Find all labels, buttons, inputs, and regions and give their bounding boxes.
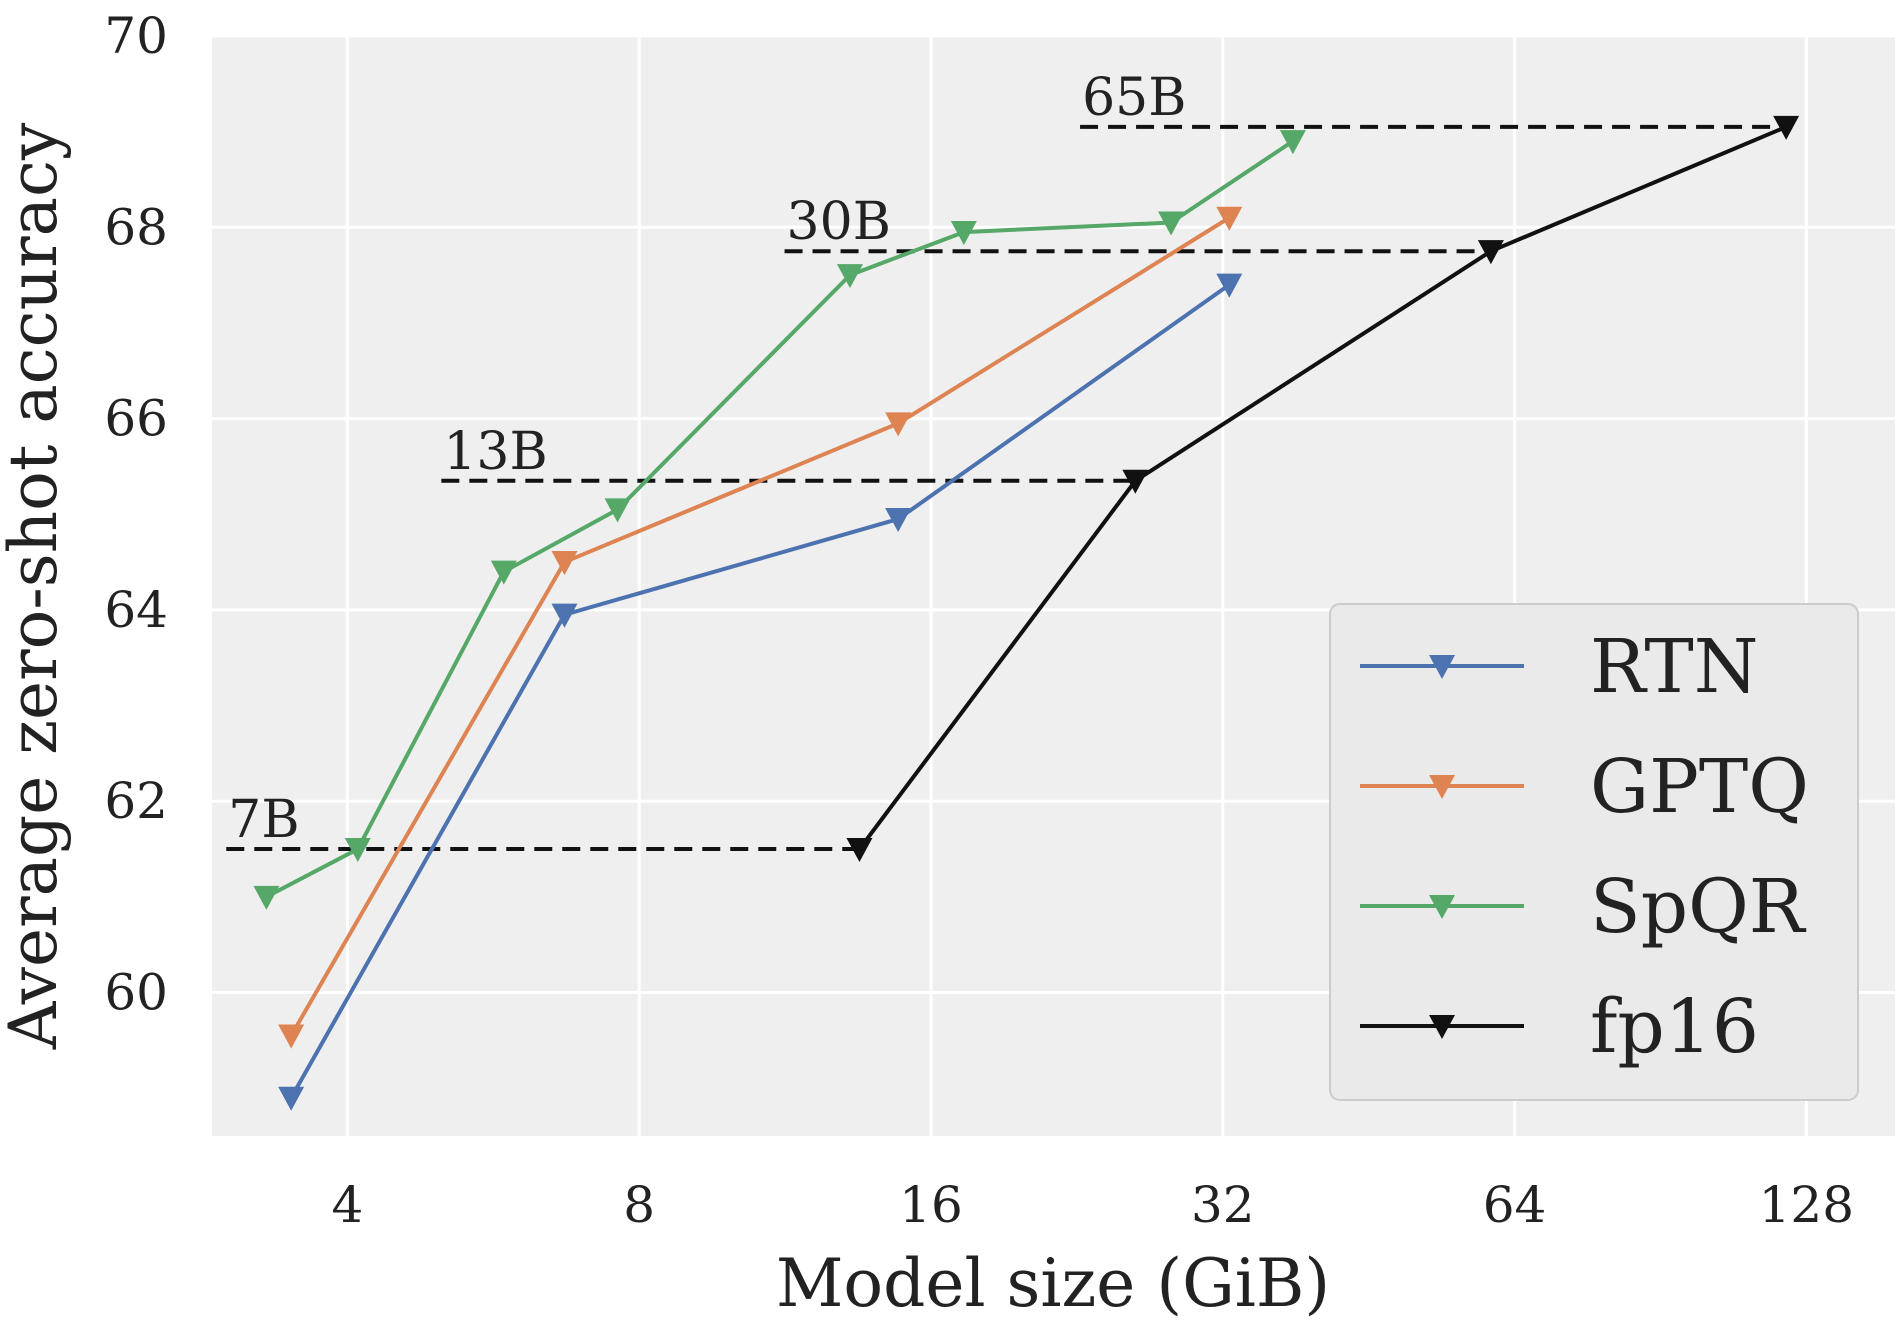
legend-label: GPTQ xyxy=(1590,744,1809,830)
y-axis-title: Average zero-shot accuracy xyxy=(0,122,72,1050)
legend-item-rtn: RTN xyxy=(1360,624,1759,710)
y-tick-label: 62 xyxy=(104,772,168,830)
x-tick-labels: 4 8 16 32 64 128 xyxy=(331,1176,1854,1234)
series-spqr xyxy=(253,130,1306,910)
series-gptq xyxy=(278,206,1243,1049)
data-point-rtn xyxy=(278,1086,305,1111)
model-size-label-65b: 65B xyxy=(1082,68,1186,128)
legend-swatch-marker xyxy=(1429,654,1455,679)
legend-item-fp16: fp16 xyxy=(1360,984,1759,1070)
y-tick-labels: 60 62 64 66 68 70 xyxy=(104,7,168,1022)
data-point-spqr xyxy=(490,560,517,585)
y-tick-label: 64 xyxy=(104,581,168,639)
x-tick-label: 128 xyxy=(1759,1176,1854,1234)
data-point-gptq xyxy=(551,551,578,576)
legend-item-gptq: GPTQ xyxy=(1360,744,1809,830)
model-size-label-7b: 7B xyxy=(228,790,299,850)
x-tick-label: 8 xyxy=(623,1176,655,1234)
legend-label: RTN xyxy=(1590,624,1759,710)
model-size-label-13b: 13B xyxy=(443,422,547,482)
data-point-fp16 xyxy=(1773,115,1800,140)
series-line-fp16 xyxy=(857,125,1787,851)
data-point-rtn xyxy=(551,603,578,628)
x-axis-title: Model size (GiB) xyxy=(776,1245,1330,1322)
data-point-rtn xyxy=(1216,273,1243,298)
x-tick-label: 32 xyxy=(1191,1176,1255,1234)
legend-item-spqr: SpQR xyxy=(1360,864,1807,950)
legend-label: fp16 xyxy=(1590,984,1759,1070)
y-tick-label: 66 xyxy=(104,390,168,448)
x-tick-label: 4 xyxy=(331,1176,363,1234)
data-point-rtn xyxy=(885,507,912,533)
data-point-fp16 xyxy=(1122,469,1149,494)
y-tick-label: 68 xyxy=(104,198,168,256)
x-tick-label: 16 xyxy=(899,1176,963,1234)
model-size-label-30b: 30B xyxy=(787,192,891,252)
legend-swatch-marker xyxy=(1429,894,1455,919)
data-point-spqr xyxy=(344,837,371,863)
series-rtn xyxy=(278,273,1243,1111)
data-point-fp16 xyxy=(1477,240,1504,265)
data-point-spqr xyxy=(836,264,863,289)
series-line-gptq xyxy=(289,216,1231,1037)
model-size-reference-lines: 7B 13B 30B 65B xyxy=(226,68,1787,852)
data-point-gptq xyxy=(885,412,912,437)
legend-swatch-marker xyxy=(1429,774,1455,799)
data-point-fp16 xyxy=(846,837,873,863)
data-point-gptq xyxy=(1216,206,1243,231)
x-tick-label: 64 xyxy=(1483,1176,1547,1234)
data-point-spqr xyxy=(1158,211,1185,236)
series-fp16 xyxy=(846,115,1800,863)
series-layer xyxy=(253,115,1800,1111)
data-point-gptq xyxy=(278,1024,305,1049)
legend-label: SpQR xyxy=(1590,864,1807,950)
y-tick-label: 70 xyxy=(104,7,168,65)
data-point-spqr xyxy=(253,885,280,910)
legend-swatch-marker xyxy=(1429,1014,1455,1039)
data-point-spqr xyxy=(604,498,631,523)
legend-box xyxy=(1329,603,1859,1101)
data-point-spqr xyxy=(1279,130,1306,155)
legend: RTN GPTQ SpQR fp16 xyxy=(1329,603,1859,1101)
y-tick-label: 60 xyxy=(104,964,168,1022)
data-point-spqr xyxy=(950,221,977,246)
series-line-spqr xyxy=(265,139,1294,899)
series-line-rtn xyxy=(289,283,1231,1099)
